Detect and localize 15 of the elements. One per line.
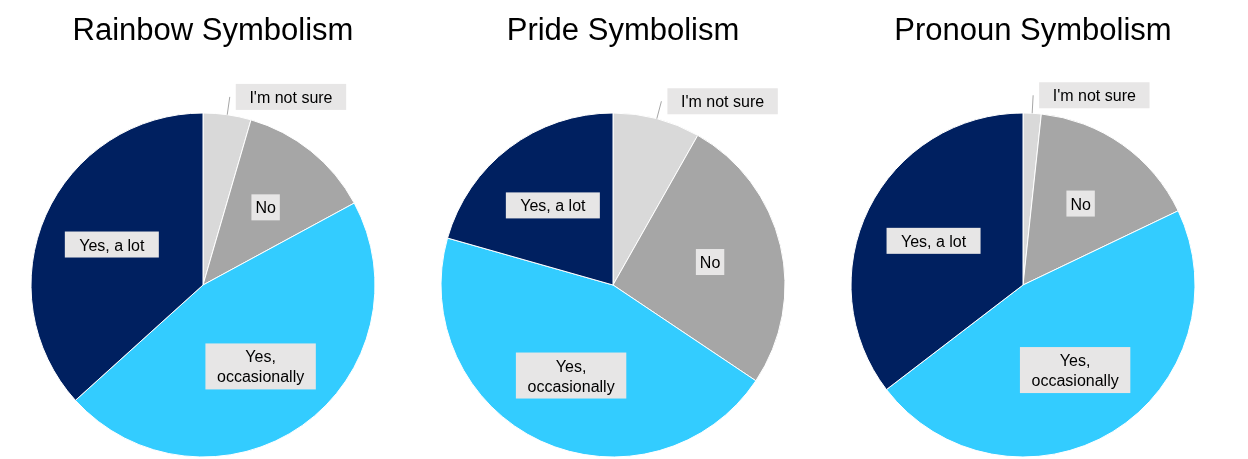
slice-label: Yes, occasionally bbox=[527, 357, 615, 395]
slice-label: Yes, a lot bbox=[520, 196, 587, 214]
slice-label: I'm not sure bbox=[249, 88, 333, 106]
chart-title: Pronoun Symbolism bbox=[893, 12, 1173, 48]
slice-label: Yes, occasionally bbox=[217, 347, 305, 385]
slice-label: No bbox=[1070, 195, 1091, 213]
chart-title: Rainbow Symbolism bbox=[71, 12, 355, 48]
slice-label: No bbox=[699, 253, 721, 271]
slice-label: Yes, a lot bbox=[79, 236, 145, 254]
chart-title: Pride Symbolism bbox=[505, 12, 741, 48]
slice-label: I'm not sure bbox=[681, 92, 765, 110]
slice-label: I'm not sure bbox=[1052, 86, 1136, 104]
slice-label: Yes, a lot bbox=[900, 232, 967, 250]
slice-label: Yes, occasionally bbox=[1031, 351, 1119, 389]
slice-label: No bbox=[255, 198, 276, 216]
